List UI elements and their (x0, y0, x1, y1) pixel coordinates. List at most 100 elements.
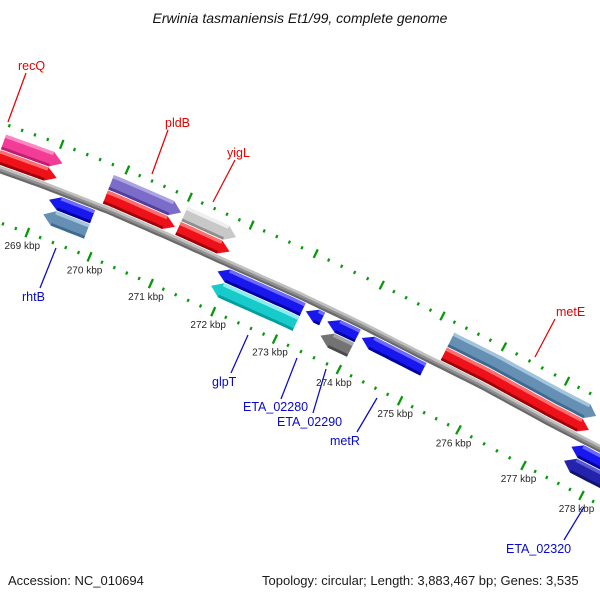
gene-label-recQ[interactable]: recQ (18, 59, 45, 73)
gene-metE-category-arrow-highlight (452, 332, 591, 408)
gene-glpT-arrow-highlight (229, 269, 306, 307)
gene-leader-yigL (212, 159, 236, 203)
ruler-dot-lower (299, 349, 303, 354)
ruler-dot-upper (212, 206, 217, 211)
ruler-dot-upper (262, 229, 266, 233)
gene-ETA_02280-arrow-shadow (313, 320, 321, 326)
gene-metE-arrow-highlight (445, 347, 583, 422)
ruler-label-269: 269 kbp (5, 241, 41, 252)
gene-glpT-arrow[interactable] (217, 269, 306, 317)
gene-rhtB-category-arrow[interactable] (43, 211, 90, 239)
ruler-dot-lower (591, 499, 595, 504)
ruler-dot-upper (287, 240, 292, 245)
gene-label-pldB[interactable]: pldB (165, 116, 190, 130)
gene-label-ETA_02290[interactable]: ETA_02290 (277, 415, 342, 429)
gene-metE-category-arrow[interactable] (447, 332, 597, 419)
status-bar: Accession: NC_010694 Topology: circular;… (0, 573, 600, 593)
gene-yigL-arrow-shadow (175, 232, 218, 254)
ruler-dot-upper (326, 258, 331, 262)
ruler-major-tick-upper (124, 165, 131, 175)
gene-recQ-arrow-highlight (0, 150, 49, 171)
gene-glpT-arrow-shadow (224, 279, 301, 316)
gene-label-yigL[interactable]: yigL (227, 146, 250, 160)
gene-label-ETA_02280[interactable]: ETA_02280 (243, 400, 308, 414)
gene-recQ-arrow-shadow (0, 161, 45, 181)
ruler-label-274: 274 kbp (316, 378, 352, 389)
ruler-dot-lower (507, 455, 512, 460)
gene-leader-ETA_02320 (563, 506, 585, 541)
ruler-dot-upper (85, 152, 89, 157)
gene-yigL-arrow-highlight (179, 222, 223, 244)
ruler-dot-upper (540, 366, 544, 370)
ruler-dot-lower (469, 434, 474, 439)
gene-label-metE[interactable]: metE (556, 305, 585, 319)
ruler-dot-lower (261, 332, 266, 336)
ruler-major-tick-upper (186, 192, 193, 203)
ruler-dot-upper (33, 133, 37, 137)
gene-label-glpT[interactable]: glpT (212, 375, 237, 389)
gene-ETA_02290-arrow[interactable] (327, 320, 361, 343)
gene-leader-ETA_02290 (312, 368, 327, 414)
gene-label-metR[interactable]: metR (330, 434, 360, 448)
ruler-major-tick-lower (86, 251, 93, 262)
gene-pldB-arrow-shadow (102, 201, 164, 229)
ruler-dot-upper (527, 359, 532, 363)
gene-pldB-arrow-highlight (106, 190, 168, 220)
ruler-major-tick-lower (271, 334, 279, 345)
ruler-dot-upper (404, 295, 408, 300)
gene-label-ETA_02320[interactable]: ETA_02320 (506, 542, 571, 556)
gene-label-rhtB[interactable]: rhtB (22, 290, 45, 304)
ruler-dot-upper (352, 270, 357, 275)
ruler-dot-upper (300, 245, 304, 250)
gene-pldB-category-arrow[interactable] (108, 175, 182, 216)
gene-leader-glpT (230, 334, 249, 374)
gene-glpT-category-arrow[interactable] (211, 283, 300, 331)
gene-ETA_02320-arrow-shadow (577, 455, 600, 470)
ruler-dot-lower (198, 304, 203, 308)
gene-metE-arrow-shadow (440, 357, 578, 432)
ruler-dot-lower (186, 298, 190, 303)
gene-metE-category-arrow-shadow (447, 344, 585, 419)
ruler-label-276: 276 kbp (436, 438, 472, 449)
ruler-dot-upper (20, 128, 24, 133)
gene-ETA_02290-arrow-highlight (339, 320, 361, 333)
ruler-dot-lower (410, 404, 414, 409)
ruler-dot-lower (112, 265, 116, 270)
ruler-label-275: 275 kbp (377, 409, 413, 420)
ruler-dot-lower (545, 475, 549, 480)
ruler-dot-upper (488, 338, 493, 343)
ruler-dot-lower (286, 343, 290, 348)
gene-rhtB-arrow[interactable] (49, 197, 96, 224)
ruler-major-tick-upper (563, 376, 571, 386)
gene-yigL-category-arrow[interactable] (181, 206, 236, 240)
ruler-dot-lower (38, 235, 42, 240)
ruler-dot-upper (464, 326, 469, 331)
gene-metR-arrow[interactable] (361, 336, 427, 376)
gene-pldB-arrow[interactable] (102, 190, 175, 230)
ruler-dot-upper (476, 332, 481, 337)
gene-metR-arrow-shadow (368, 346, 422, 376)
gene-ETA_02320-arrow-highlight (582, 445, 600, 458)
ruler-label-273: 273 kbp (252, 348, 288, 359)
ruler-dot-upper (46, 137, 50, 142)
gene-recQ-category-arrow[interactable] (0, 134, 63, 167)
ruler-dot-upper (138, 173, 142, 178)
page-title: Erwinia tasmaniensis Et1/99, complete ge… (152, 10, 448, 26)
ruler-dot-lower (568, 487, 572, 492)
ruler-dot-upper (553, 373, 557, 377)
ruler-dot-lower (434, 416, 438, 421)
ruler-major-tick-upper (58, 139, 65, 150)
ruler-major-tick-lower (210, 306, 217, 317)
ruler-dot-lower (161, 287, 165, 292)
ruler-major-tick-lower (455, 424, 462, 435)
gene-rhtB-category-arrow-shadow (50, 223, 85, 239)
gene-yigL-arrow[interactable] (175, 222, 230, 254)
ruler-dot-upper (588, 391, 592, 396)
ruler-label-271: 271 kbp (128, 292, 164, 303)
ruler-dot-lower (249, 326, 253, 331)
gene-metE-arrow[interactable] (440, 347, 589, 432)
ruler-dot-upper (111, 162, 115, 167)
ruler-dot-upper (416, 302, 420, 306)
gene-rhtB-arrow-shadow (56, 207, 91, 224)
